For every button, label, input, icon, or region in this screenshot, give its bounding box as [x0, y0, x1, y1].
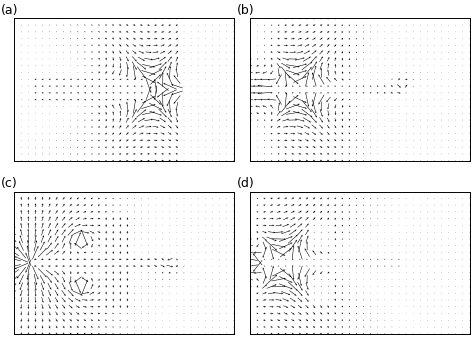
Text: (b): (b) [237, 4, 255, 17]
Text: (d): (d) [237, 177, 255, 190]
Text: (a): (a) [1, 4, 18, 17]
Text: (c): (c) [1, 177, 18, 190]
